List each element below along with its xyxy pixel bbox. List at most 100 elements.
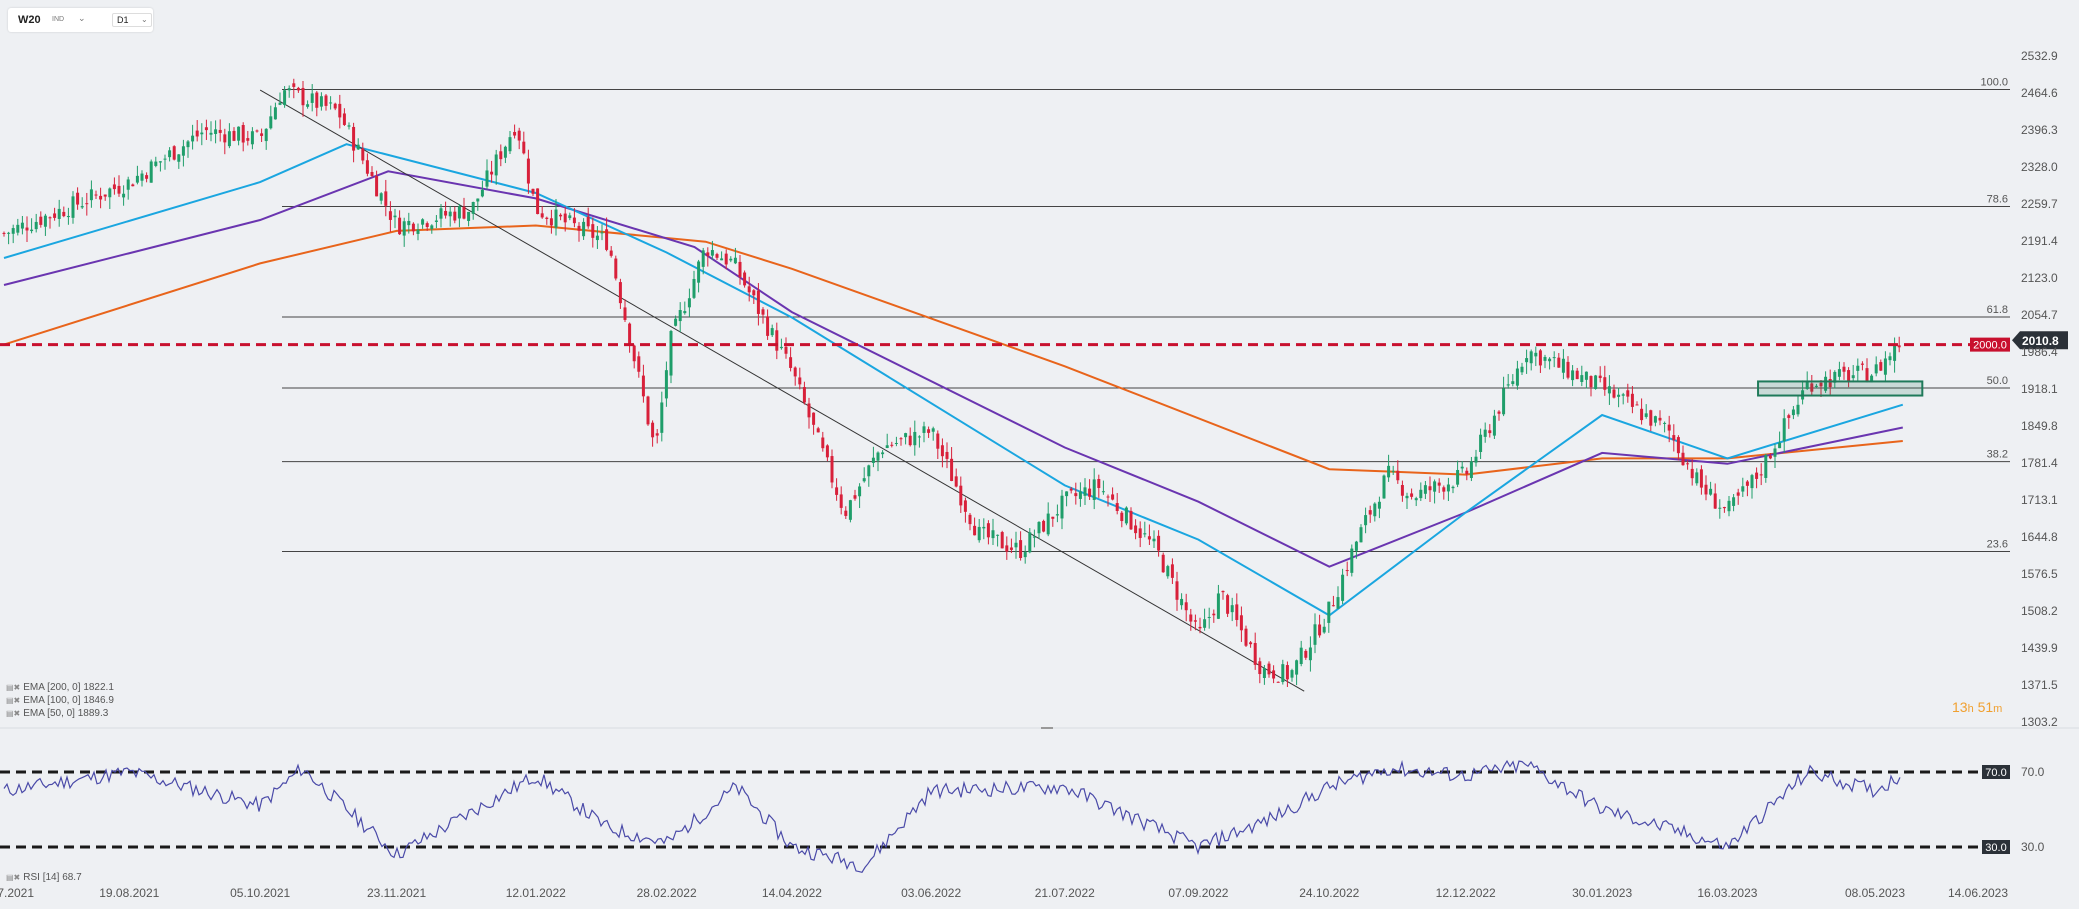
candle-body [1690, 468, 1694, 479]
candle-body [1239, 615, 1243, 631]
candle-body [1396, 470, 1400, 481]
timeframe-select[interactable]: D1 ⌄ [112, 13, 152, 27]
candle-body [398, 217, 402, 235]
candle-body [1285, 665, 1289, 680]
candle-body [1175, 581, 1179, 600]
candle-body [168, 150, 172, 158]
candle-body [605, 229, 609, 250]
symbol-label[interactable]: W20 [18, 14, 41, 26]
candle-body [131, 184, 135, 187]
candle-body [1166, 566, 1170, 577]
candle-body [269, 116, 273, 129]
candle-body [94, 194, 98, 196]
candle-body [1249, 642, 1253, 645]
candle-body [1649, 410, 1653, 426]
candle-body [425, 223, 429, 228]
candle-body [1883, 358, 1887, 375]
price-tick-label: 1986.4 [2021, 345, 2058, 359]
candle-body [1787, 415, 1791, 418]
legend-ema100[interactable]: ▤✖ EMA [100, 0] 1846.9 [6, 695, 114, 706]
candle-body [812, 412, 816, 425]
visibility-icon[interactable]: ▤✖ [6, 873, 21, 882]
candle-body [1534, 352, 1538, 357]
candle-body [1483, 429, 1487, 437]
date-tick-label: 05.10.2021 [230, 886, 290, 900]
candle-body [1042, 520, 1046, 532]
date-tick-label: 14.06.2023 [1948, 886, 2008, 900]
rsi-pane: 70.0 70.0 30.0 30.0 [0, 759, 2045, 873]
candle-body [1699, 469, 1703, 488]
last-price-tag [2012, 331, 2068, 350]
candle-body [738, 261, 742, 278]
candle-body [1037, 521, 1041, 534]
candle-body [664, 370, 668, 399]
candle-body [1626, 390, 1630, 397]
candle-body [112, 184, 116, 190]
candle-body [135, 175, 139, 183]
candle-body [1782, 418, 1786, 442]
candle-body [204, 127, 208, 131]
candle-body [1488, 430, 1492, 434]
candle-body [761, 309, 765, 315]
candle-body [103, 194, 107, 197]
candle-body [1594, 375, 1598, 389]
candle-body [503, 146, 507, 158]
candle-body [1621, 394, 1625, 396]
candle-body [720, 258, 724, 261]
visibility-icon[interactable]: ▤✖ [6, 696, 21, 705]
symbol-toolbar[interactable]: W20 IND ⌄ D1 ⌄ [8, 8, 153, 32]
candle-body [1612, 389, 1616, 398]
candle-body [1313, 624, 1317, 645]
pane-separator[interactable] [0, 727, 2079, 729]
candle-body [526, 158, 530, 184]
legend-ema200[interactable]: ▤✖ EMA [200, 0] 1822.1 [6, 682, 114, 693]
rsi-level-tag-label: 70.0 [1985, 767, 2006, 779]
candle-body [1318, 624, 1322, 636]
candle-body [614, 258, 618, 279]
price-tick-label: 1644.8 [2021, 530, 2058, 544]
legend-ema50[interactable]: ▤✖ EMA [50, 0] 1889.3 [6, 708, 108, 719]
candle-body [283, 90, 287, 106]
candle-body [80, 206, 84, 208]
candle-body [1281, 664, 1285, 683]
candle-body [494, 154, 498, 176]
candle-body [1557, 357, 1561, 368]
candle-body [1216, 593, 1220, 619]
candle-body [1299, 647, 1303, 665]
candle-body [1060, 495, 1064, 519]
visibility-icon[interactable]: ▤✖ [6, 683, 21, 692]
candle-body [448, 211, 452, 217]
visibility-icon[interactable]: ▤✖ [6, 709, 21, 718]
candle-body [1423, 485, 1427, 494]
chevron-down-icon[interactable]: ⌄ [78, 13, 86, 23]
timer-minutes: 51 [1977, 699, 1994, 715]
candle-body [1561, 358, 1565, 373]
candle-body [936, 433, 940, 449]
candle-body [365, 160, 369, 174]
candle-body [706, 252, 710, 256]
candle-body [513, 131, 517, 136]
legend-value: 1846.9 [83, 695, 114, 706]
price-tick-label: 1439.9 [2021, 641, 2058, 655]
candle-body [678, 310, 682, 322]
fib-label: 100.0 [1980, 77, 2008, 89]
candle-body [1704, 484, 1708, 495]
candle-body [1741, 486, 1745, 492]
chevron-down-icon: ⌄ [141, 15, 148, 24]
date-tick-label: 03.06.2022 [901, 886, 961, 900]
candle-body [416, 229, 420, 234]
price-tick-label: 2123.0 [2021, 271, 2058, 285]
candle-body [352, 126, 356, 151]
candle-body [1805, 381, 1809, 389]
candle-body [1810, 383, 1814, 392]
candle-body [1377, 501, 1381, 509]
candle-body [701, 250, 705, 267]
candle-body [1189, 614, 1193, 622]
fib-label: 61.8 [1987, 304, 2008, 316]
legend-rsi[interactable]: ▤✖ RSI [14] 68.7 [6, 872, 82, 883]
candle-body [43, 215, 47, 227]
candle-body [922, 426, 926, 433]
candle-body [697, 261, 701, 283]
candle-body [1479, 434, 1483, 452]
